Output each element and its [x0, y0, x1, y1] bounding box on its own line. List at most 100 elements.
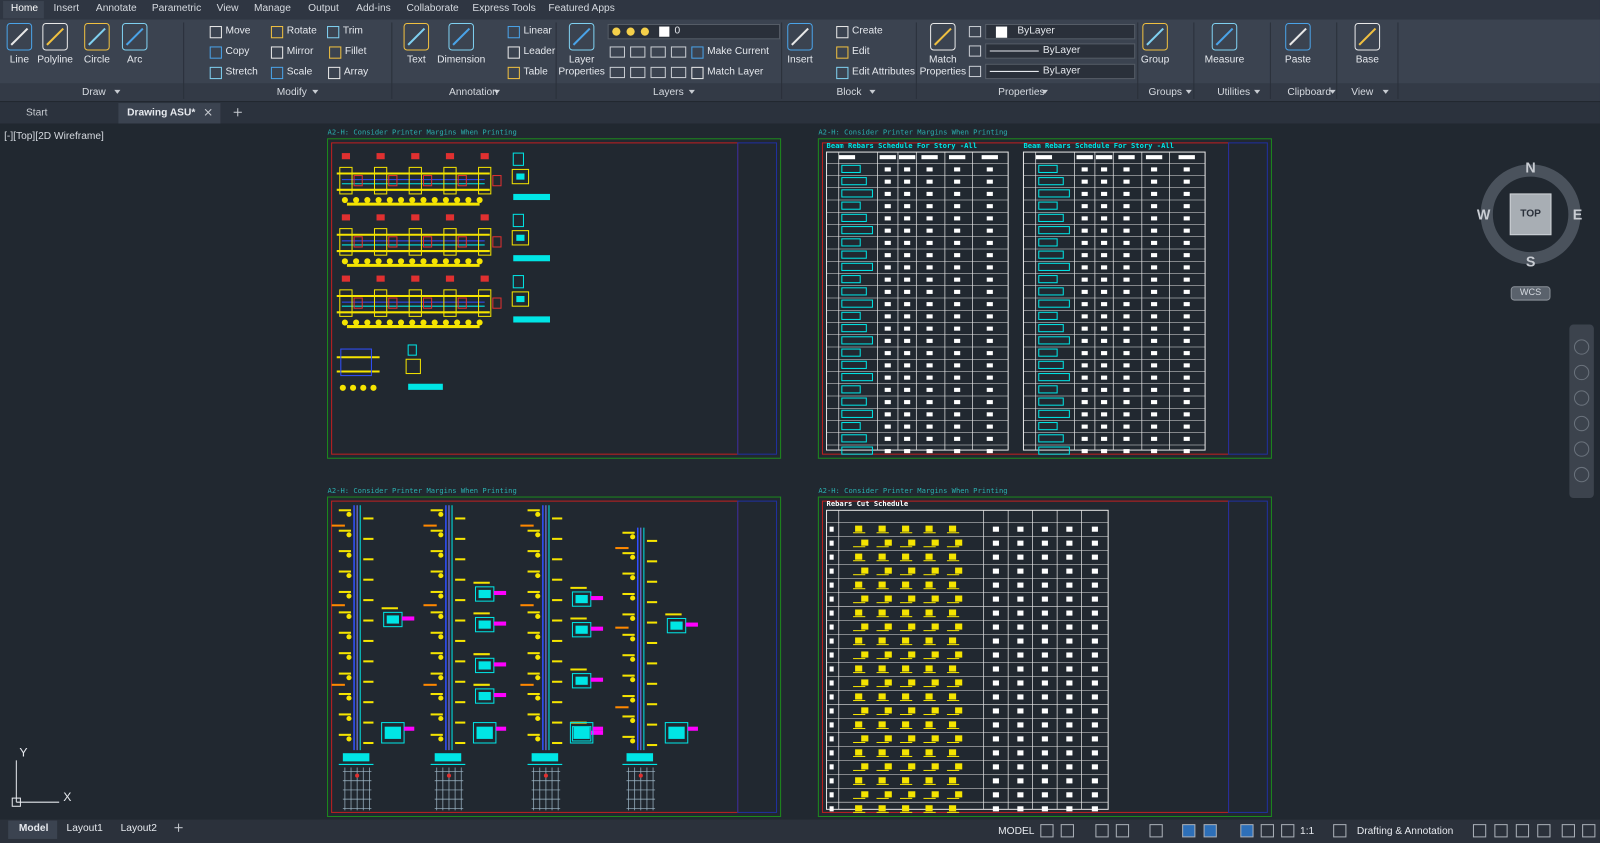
file-tab[interactable]: Drawing ASU* [127, 107, 196, 119]
drawing-shape [986, 179, 993, 184]
ribbon-button[interactable]: Edit Attributes [852, 66, 915, 78]
property-value[interactable]: ByLayer [1017, 25, 1055, 37]
drawing-shape [1076, 155, 1093, 160]
panel-label[interactable]: Draw [81, 86, 106, 98]
ribbon-tab[interactable]: View [216, 3, 239, 15]
panel-label[interactable]: Utilities [1217, 86, 1251, 98]
ribbon-tab[interactable]: Insert [53, 3, 80, 15]
ribbon-button[interactable]: Measure [1204, 54, 1245, 66]
drawing-shape [992, 582, 999, 588]
panel-label[interactable]: Block [836, 86, 862, 98]
drawing-shape [465, 196, 472, 204]
ribbon-button[interactable]: Leader [523, 45, 556, 58]
drawing-shape [878, 525, 886, 532]
button-icon [836, 26, 849, 39]
ribbon-button[interactable]: Text [406, 54, 426, 66]
drawing-shape [954, 400, 961, 405]
panel-label[interactable]: Groups [1148, 86, 1183, 98]
ribbon-button[interactable]: Copy [225, 45, 250, 58]
drawing-shape [535, 715, 541, 722]
ribbon-button[interactable]: Polyline [37, 54, 73, 66]
ribbon-button[interactable]: Move [225, 25, 251, 37]
panel-label[interactable]: Properties [998, 86, 1045, 98]
workspace-switch[interactable]: Drafting & Annotation [1356, 825, 1454, 837]
wcs-label[interactable]: WCS [1519, 286, 1542, 297]
drawing-shape [438, 593, 444, 599]
annotation-scale[interactable]: 1:1 [1300, 825, 1315, 837]
ribbon-button[interactable]: Create [852, 25, 883, 37]
model-space-toggle[interactable]: MODEL [998, 825, 1035, 837]
ribbon-button[interactable]: Fillet [344, 45, 367, 58]
layer-tool-icon [670, 46, 687, 58]
compass-west[interactable]: W [1476, 206, 1491, 223]
ribbon-tab[interactable]: Express Tools [472, 3, 536, 15]
drawing-shape [360, 384, 367, 391]
ribbon-tab[interactable]: Parametric [151, 3, 202, 15]
property-value[interactable]: ByLayer [1042, 44, 1081, 57]
nav-tool [1573, 466, 1590, 483]
ribbon-button[interactable]: Base [1355, 54, 1379, 66]
ribbon-button[interactable]: Table [523, 66, 548, 78]
ribbon-button[interactable]: Arc [127, 54, 143, 66]
layout-tab[interactable]: Layout2 [120, 822, 157, 834]
drawing-shape [926, 228, 933, 233]
drawing-shape [1017, 568, 1024, 574]
drawing-shape [630, 595, 636, 601]
current-layer[interactable]: 0 [674, 25, 681, 37]
panel-label[interactable]: Modify [276, 86, 307, 98]
drawing-shape [1123, 277, 1130, 282]
viewport-controls[interactable]: [-][Top][2D Wireframe] [4, 130, 104, 142]
panel-label[interactable]: Layers [653, 86, 684, 98]
ribbon-button[interactable]: Match Properties [919, 54, 967, 78]
ribbon-button[interactable]: Line [9, 54, 30, 66]
file-tab[interactable]: Start [25, 107, 48, 119]
status-toggle [1515, 824, 1530, 838]
drawing-shape [1091, 596, 1098, 602]
ribbon-button[interactable]: Make Current [707, 45, 769, 58]
ribbon-button[interactable]: Group [1140, 54, 1170, 66]
ribbon-tab[interactable]: Output [308, 3, 339, 15]
ribbon-button[interactable]: Rotate [286, 25, 317, 37]
drawing-shape [1081, 289, 1088, 294]
ribbon-tab[interactable]: Home [10, 3, 39, 15]
ribbon-button[interactable]: Match Layer [707, 66, 764, 78]
drawing-shape [420, 319, 427, 326]
ribbon-button[interactable]: Circle [83, 54, 110, 66]
ribbon-button[interactable]: Scale [286, 66, 313, 78]
ribbon-button[interactable]: Array [343, 66, 369, 78]
drawing-shape [386, 615, 399, 624]
drawing-shape [902, 721, 910, 728]
ribbon-button[interactable]: Stretch [225, 66, 258, 78]
drawing-shape [981, 155, 998, 160]
ribbon-button[interactable]: Mirror [286, 45, 314, 58]
ribbon-button[interactable]: Trim [342, 25, 363, 37]
layout-tab[interactable]: Layout1 [66, 822, 103, 834]
panel-label[interactable]: View [1351, 86, 1374, 98]
ribbon-button[interactable]: Insert [787, 54, 813, 66]
drawing-shape [1041, 554, 1048, 560]
ribbon-tab[interactable]: Add-ins [356, 3, 391, 15]
panel-label[interactable]: Annotation [449, 86, 498, 98]
panel-label[interactable]: Clipboard [1287, 86, 1332, 98]
compass-north[interactable]: N [1525, 159, 1536, 176]
drawing-shape [512, 213, 524, 228]
ribbon-tab[interactable]: Annotate [95, 3, 137, 15]
drawing-shape [364, 258, 371, 265]
ribbon-button[interactable]: Dimension [437, 54, 486, 66]
ribbon-button[interactable]: Paste [1284, 54, 1311, 66]
property-value[interactable]: ByLayer [1042, 65, 1081, 77]
ribbon-tab[interactable]: Manage [253, 3, 291, 15]
drawing-shape [457, 297, 467, 309]
button-icon [933, 27, 952, 46]
layout-tab[interactable]: Model [18, 822, 49, 834]
ribbon-tab[interactable]: Collaborate [406, 3, 459, 15]
ribbon-button[interactable]: Layer Properties [558, 54, 605, 78]
ribbon-tab[interactable]: Featured Apps [548, 3, 615, 15]
viewcube-top[interactable]: TOP [1520, 208, 1541, 220]
compass-south[interactable]: S [1525, 253, 1536, 270]
property-icon [968, 65, 982, 78]
ribbon-button[interactable]: Edit [852, 45, 870, 58]
ribbon-button[interactable]: Linear [523, 25, 552, 37]
drawing-shape [511, 168, 530, 185]
compass-east[interactable]: E [1572, 206, 1583, 223]
